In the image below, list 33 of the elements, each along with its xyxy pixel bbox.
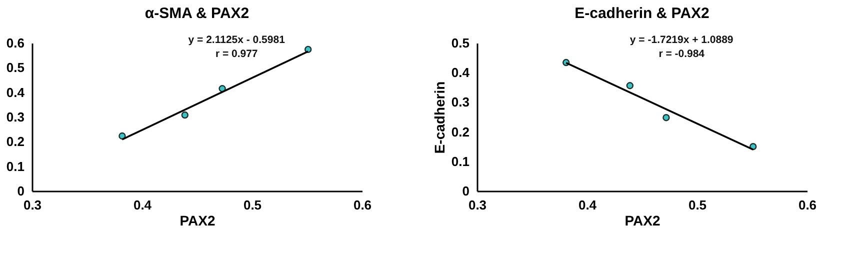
annotation: r = -0.984 <box>658 48 705 60</box>
y-tick-label: 0.6 <box>6 36 24 50</box>
x-tick-label: 0.3 <box>23 198 42 212</box>
y-tick-label: 0.4 <box>451 65 470 80</box>
y-tick-label: 0.5 <box>451 36 470 50</box>
x-tick-label: 0.5 <box>243 198 262 212</box>
annotation: y = -1.7219x + 1.0889 <box>630 34 734 46</box>
y-tick-label: 0 <box>462 184 470 198</box>
annotation: r = 0.977 <box>215 48 258 60</box>
point <box>662 114 670 122</box>
x-tick-label: 0.3 <box>468 198 487 212</box>
x-tick-label: 0.6 <box>353 198 372 212</box>
y-axis-title: E-cadherin <box>431 81 448 154</box>
point <box>626 82 634 90</box>
y-tick-label: 0.4 <box>6 84 26 100</box>
y-tick-label: 0.2 <box>451 124 470 140</box>
y-tick-label: 0.5 <box>6 60 24 76</box>
x-axis-title: PAX2 <box>180 212 216 228</box>
y-tick-label: 0.1 <box>451 154 470 169</box>
y-tick-label: 0.2 <box>6 134 24 150</box>
y-tick-label: 0 <box>17 184 24 198</box>
point <box>181 111 188 119</box>
x-tick-label: 0.5 <box>688 198 707 212</box>
y-tick-label: 0.1 <box>6 158 24 174</box>
annotation: y = 2.1125x - 0.5981 <box>188 34 286 46</box>
chart-title: α-SMA & PAX2 <box>144 5 250 22</box>
x-tick-label: 0.4 <box>133 198 152 212</box>
x-tick-label: 0.6 <box>798 198 817 212</box>
y-tick-label: 0.3 <box>451 94 470 110</box>
x-axis-title: PAX2 <box>624 212 660 228</box>
y-tick-label: 0.3 <box>6 110 24 124</box>
chart-title: E-cadherin & PAX2 <box>574 5 710 22</box>
x-tick-label: 0.4 <box>578 198 598 212</box>
